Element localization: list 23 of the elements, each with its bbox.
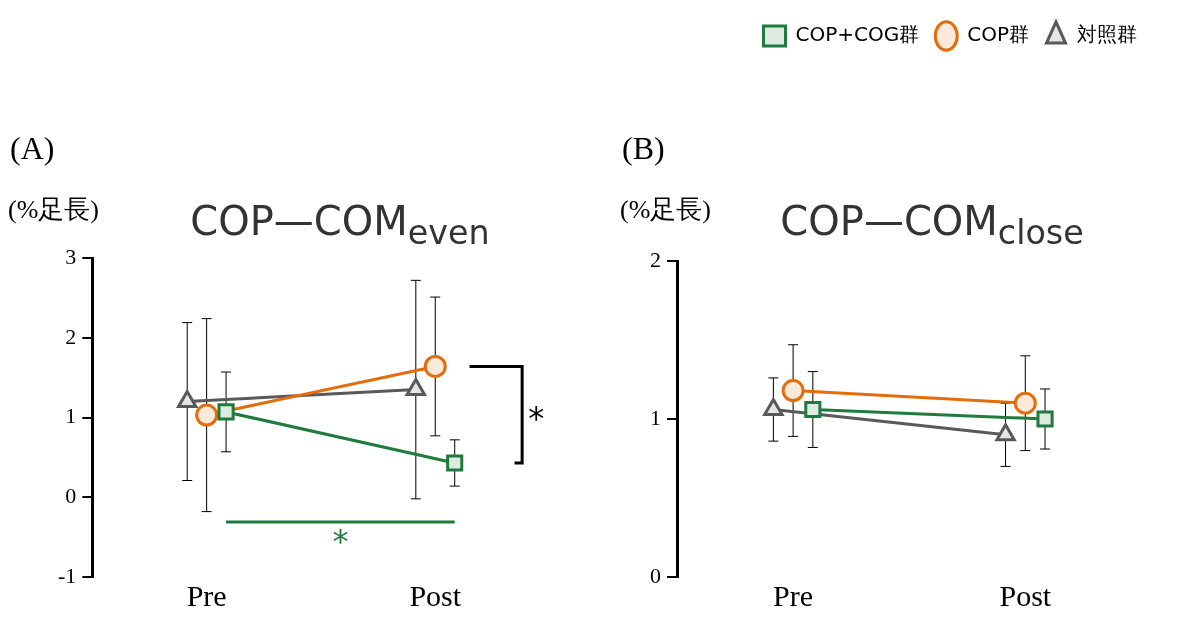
y-tick-label: 1 xyxy=(650,404,661,430)
y-tick-label: 0 xyxy=(650,562,661,588)
chart-title: COP—COM$_{even}$ xyxy=(189,198,491,252)
x-tick-label: Post xyxy=(409,578,462,612)
y-tick-label: 2 xyxy=(650,246,661,272)
annotation: * xyxy=(528,399,545,438)
annotation: * xyxy=(332,522,349,561)
legend-label: COP群 xyxy=(967,22,1030,47)
text: (B) xyxy=(622,130,665,167)
legend-label: COP+COG群 xyxy=(795,22,920,47)
y-axis-title: (%足長) xyxy=(8,194,99,226)
text: (A) xyxy=(10,130,55,167)
x-tick-label: Post xyxy=(999,578,1052,612)
chart-title: COP—COM$_{close}$ xyxy=(779,198,1085,252)
y-tick-label: 1 xyxy=(65,403,77,429)
legend-label: 対照群 xyxy=(1077,22,1137,47)
x-tick-label: Pre xyxy=(773,578,814,612)
x-tick-label: Pre xyxy=(186,578,227,612)
y-axis-title: (%足長) xyxy=(620,194,711,226)
y-tick-label: 2 xyxy=(65,323,77,349)
y-tick-label: -1 xyxy=(58,562,77,588)
y-tick-label: 0 xyxy=(65,483,77,509)
y-tick-label: 3 xyxy=(65,243,77,269)
